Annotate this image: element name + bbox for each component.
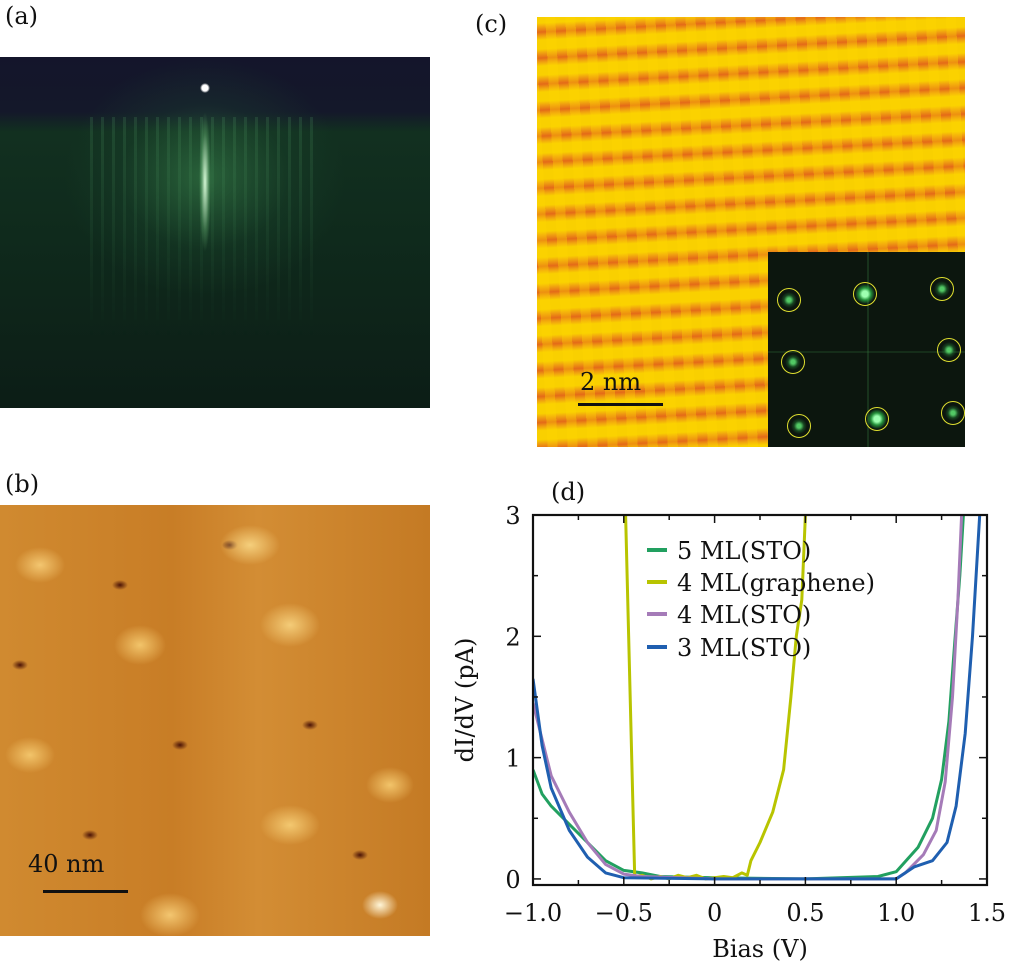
legend-entry: 4 ML(STO) [677, 601, 811, 629]
didv-chart: −1.0 −0.5 0 0.5 1.0 1.5 0 1 2 3 5 ML(STO) 4 ML(gra… [451, 502, 1006, 963]
fft-spot-circle [777, 288, 801, 312]
x-axis-label: Bias (V) [712, 935, 808, 963]
fft-spot-circle [930, 277, 954, 301]
scale-bar-label-c: 2 nm [580, 368, 642, 396]
panel-label-c: (c) [475, 10, 508, 38]
y-tick-label: 1 [505, 745, 520, 773]
x-tick-label: 1.5 [968, 899, 1006, 927]
fft-spot-circle [937, 338, 961, 362]
rheed-pattern-image [0, 57, 430, 408]
y-tick-label: 3 [505, 502, 520, 530]
y-axis-label: dI/dV (pA) [451, 638, 479, 763]
legend-entry: 5 ML(STO) [677, 537, 811, 565]
y-tick-label: 2 [505, 623, 520, 651]
fft-spot-circle [941, 401, 965, 425]
diffraction-streaks [90, 117, 320, 337]
legend: 5 ML(STO) 4 ML(graphene) 4 ML(STO) 3 ML(STO… [647, 537, 875, 662]
fft-streak-vertical [867, 252, 869, 447]
fft-spot-circle [853, 282, 877, 306]
scale-bar-b [43, 890, 128, 893]
scale-bar-label-b: 40 nm [28, 850, 105, 878]
x-tick-label: 0.5 [786, 899, 824, 927]
fft-spot-circle [865, 407, 889, 431]
legend-entry: 3 ML(STO) [677, 634, 811, 662]
y-tick-label: 0 [505, 866, 520, 894]
x-tick-label: 0 [707, 899, 722, 927]
panel-label-b: (b) [5, 470, 40, 498]
fft-spot-circle [781, 350, 805, 374]
fft-streak-horizontal [768, 351, 965, 353]
x-tick-label: −0.5 [595, 899, 653, 927]
fft-spot-circle [787, 414, 811, 438]
panel-label-d: (d) [551, 478, 586, 506]
stm-topography-image [0, 505, 430, 936]
fft-inset [768, 252, 965, 447]
panel-label-a: (a) [5, 2, 39, 30]
x-tick-label: −1.0 [504, 899, 562, 927]
ticks-layer: −1.0 −0.5 0 0.5 1.0 1.5 0 1 2 3 [504, 502, 1006, 927]
x-tick-label: 1.0 [877, 899, 915, 927]
scale-bar-c [578, 403, 663, 406]
legend-entry: 4 ML(graphene) [677, 569, 875, 597]
